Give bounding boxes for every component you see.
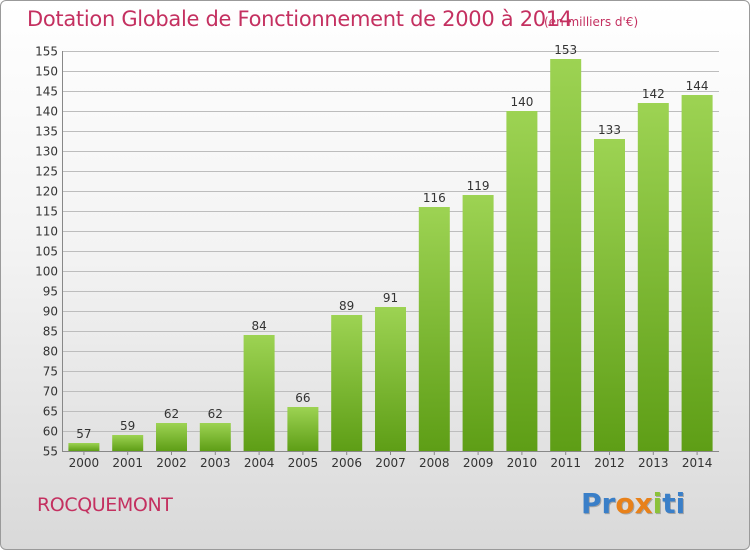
logo-letter: i (675, 487, 686, 520)
logo-letter: x (634, 487, 653, 520)
y-tick-label: 135 (35, 125, 58, 139)
bar (594, 139, 625, 451)
bar (156, 423, 187, 451)
bar-value-label: 133 (598, 123, 621, 137)
bar-value-label: 89 (339, 299, 354, 313)
x-tick-label: 2013 (638, 456, 669, 470)
bar-value-label: 62 (208, 407, 223, 421)
y-tick-label: 140 (35, 105, 58, 119)
bar (243, 335, 275, 451)
unit-note: (en milliers d'€) (544, 15, 639, 29)
bar-value-label: 62 (164, 407, 179, 421)
y-tick-label: 60 (43, 425, 58, 439)
x-tick-label: 2003 (200, 456, 231, 470)
y-tick-label: 155 (35, 45, 58, 59)
commune-name: ROCQUEMONT (37, 494, 173, 516)
bar-value-label: 57 (76, 427, 91, 441)
logo-letter: i (652, 487, 663, 520)
bar (112, 435, 144, 451)
y-tick-label: 115 (35, 205, 58, 219)
bars: 57 59 62 62 84 66 89 91 116 119 140 153 133 142 144 (68, 43, 713, 451)
y-tick-label: 95 (43, 285, 58, 299)
y-tick-label: 75 (43, 365, 58, 379)
bar-value-label: 66 (295, 391, 310, 405)
y-tick-label: 105 (35, 245, 58, 259)
bar (550, 59, 582, 451)
x-tick-label: 2009 (463, 456, 494, 470)
y-axis-ticks: 55 60 65 70 75 80 85 90 95 100 105 110 115 120 125 130 1… (35, 45, 58, 459)
bar (287, 407, 319, 451)
bar (68, 443, 100, 451)
bar-value-label: 59 (120, 419, 135, 433)
bar-value-label: 119 (467, 179, 490, 193)
x-tick-label: 2014 (682, 456, 713, 470)
y-tick-label: 65 (43, 405, 58, 419)
chart-title: Dotation Globale de Fonctionnement de 20… (27, 7, 572, 31)
y-tick-label: 70 (43, 385, 58, 399)
y-tick-label: 130 (35, 145, 58, 159)
bar (637, 103, 669, 451)
bar-value-label: 84 (251, 319, 266, 333)
y-tick-label: 90 (43, 305, 58, 319)
x-tick-label: 2010 (507, 456, 538, 470)
x-tick-label: 2001 (112, 456, 143, 470)
y-tick-label: 150 (35, 65, 58, 79)
bar (331, 315, 363, 451)
bar (462, 195, 494, 451)
bar (506, 111, 538, 451)
logo-letter: t (662, 487, 676, 520)
y-tick-label: 100 (35, 265, 58, 279)
bar-value-label: 144 (686, 79, 709, 93)
bar (375, 307, 406, 451)
x-tick-label: 2005 (288, 456, 319, 470)
logo-letter: o (615, 487, 635, 520)
x-tick-label: 2004 (244, 456, 275, 470)
bar (681, 95, 713, 451)
x-axis-ticks: 2000 2001 2002 2003 2004 2005 2006 2007 2008 2009… (69, 451, 713, 470)
bar-value-label: 153 (554, 43, 577, 57)
y-tick-label: 145 (35, 85, 58, 99)
bar (199, 423, 231, 451)
x-tick-label: 2008 (419, 456, 450, 470)
x-tick-label: 2007 (375, 456, 406, 470)
bar-value-label: 91 (383, 291, 398, 305)
x-tick-label: 2002 (156, 456, 187, 470)
y-tick-label: 125 (35, 165, 58, 179)
bar-value-label: 142 (642, 87, 665, 101)
y-tick-label: 85 (43, 325, 58, 339)
bar (418, 207, 450, 451)
y-tick-label: 110 (35, 225, 58, 239)
y-tick-label: 55 (43, 445, 58, 459)
logo-letter: r (601, 487, 616, 520)
x-tick-label: 2011 (550, 456, 581, 470)
x-tick-label: 2012 (594, 456, 625, 470)
bar-value-label: 140 (510, 95, 533, 109)
logo-letter: P (581, 487, 602, 520)
bar-value-label: 116 (423, 191, 446, 205)
x-tick-label: 2006 (331, 456, 362, 470)
y-tick-label: 120 (35, 185, 58, 199)
y-tick-label: 80 (43, 345, 58, 359)
proxiti-logo: Proxiti (581, 487, 685, 520)
x-tick-label: 2000 (69, 456, 100, 470)
